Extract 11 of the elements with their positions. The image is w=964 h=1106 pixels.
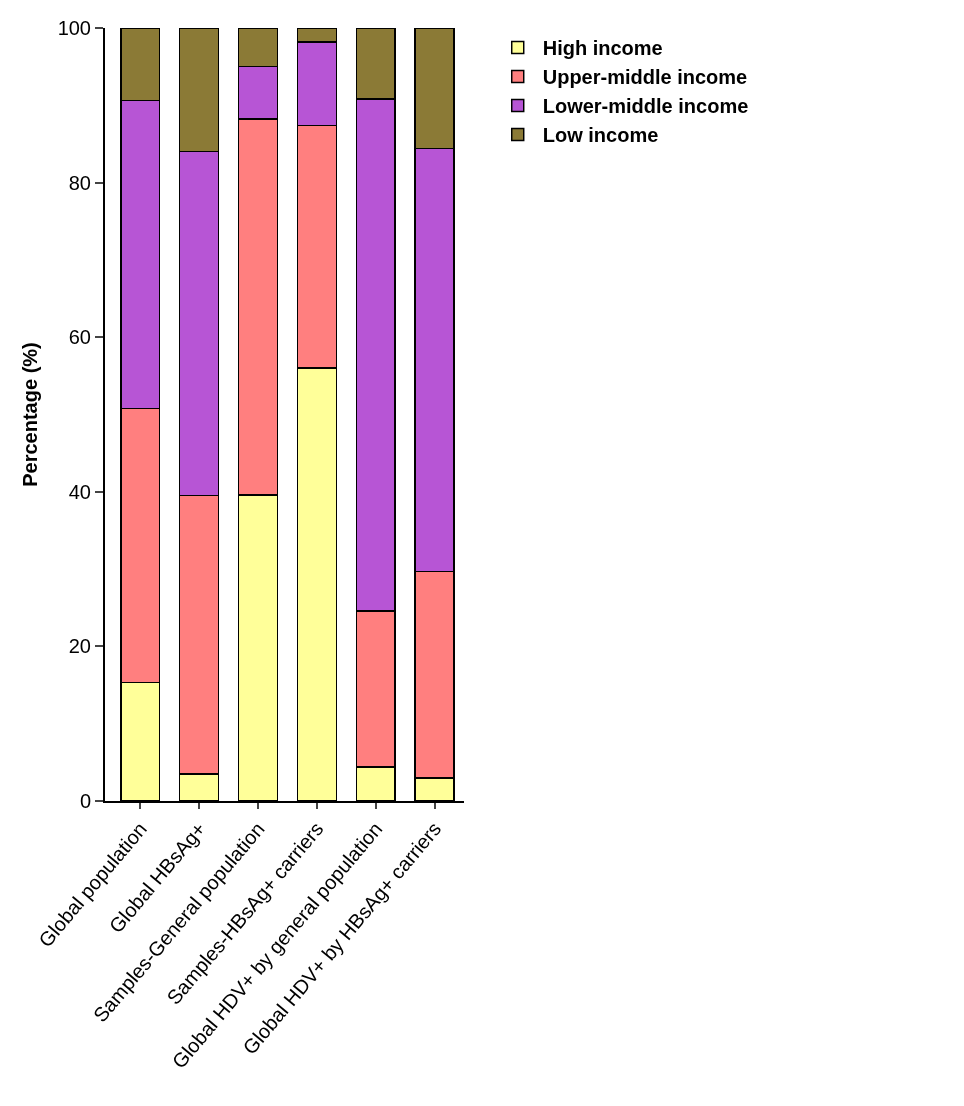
y-tick-label: 60 [68, 326, 91, 349]
y-tick-label: 80 [68, 171, 91, 194]
legend-label: Upper-middle income [542, 66, 748, 89]
legend-label: Low income [542, 124, 659, 147]
y-axis-title: Percentage (%) [18, 342, 41, 487]
legend-label: Lower-middle income [542, 95, 749, 118]
legend-label: High income [542, 37, 663, 60]
y-tick-label: 40 [68, 480, 91, 503]
y-tick-label: 0 [79, 790, 91, 812]
y-tick-label: 20 [68, 635, 91, 658]
y-tick-label: 100 [57, 17, 91, 39]
